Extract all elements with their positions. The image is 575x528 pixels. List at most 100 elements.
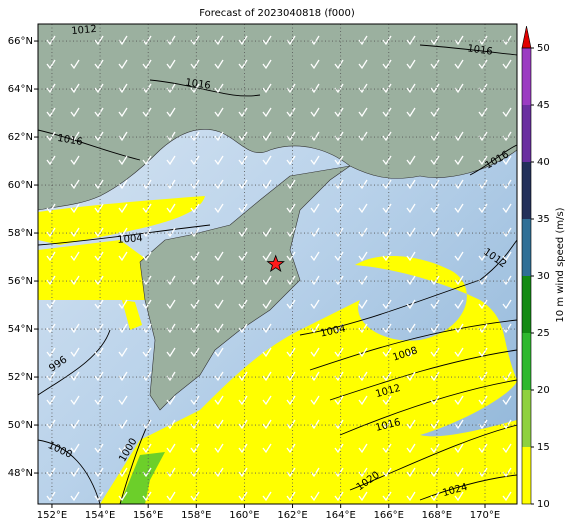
colorbar-segment (522, 48, 531, 105)
wind-barb (46, 323, 56, 334)
wind-barb (70, 395, 80, 406)
wind-barb (286, 131, 296, 142)
colorbar-tick-label: 50 (537, 43, 550, 54)
wind-barb (142, 299, 152, 310)
wind-barb (262, 155, 272, 166)
wind-barb (190, 59, 200, 70)
wind-barb (382, 395, 392, 406)
colorbar-segment (522, 447, 531, 504)
wind-region (38, 196, 205, 330)
wind-barb (70, 419, 80, 430)
wind-barb (94, 131, 104, 142)
isobar (329, 349, 517, 401)
wind-barb (382, 467, 392, 478)
wind-barb (406, 227, 416, 238)
wind-barb (70, 203, 80, 214)
wind-barb (166, 203, 176, 214)
wind-barb (166, 395, 176, 406)
colorbar-segment (522, 219, 531, 276)
wind-barb (430, 179, 440, 190)
wind-barb (262, 179, 272, 190)
wind-barb (430, 323, 440, 334)
wind-barb (430, 203, 440, 214)
wind-barb (382, 35, 392, 46)
lon-tick-label: 154°E (85, 510, 115, 521)
wind-barb (238, 131, 248, 142)
lat-tick-label: 54°N (8, 324, 33, 335)
wind-barb (118, 371, 128, 382)
colorbar-segment (522, 390, 531, 447)
wind-barb (118, 35, 128, 46)
wind-barb (382, 419, 392, 430)
wind-barb (454, 179, 464, 190)
wind-barb (214, 371, 224, 382)
wind-barb (454, 83, 464, 94)
wind-barb (502, 443, 512, 454)
wind-barb (478, 443, 488, 454)
colorbar-segment (522, 105, 531, 162)
wind-barb (190, 347, 200, 358)
wind-barb (382, 131, 392, 142)
wind-barb (70, 179, 80, 190)
wind-barb (358, 251, 368, 262)
wind-barb (70, 467, 80, 478)
lat-tick-label: 52°N (8, 372, 33, 383)
wind-barb (262, 371, 272, 382)
wind-barb (406, 59, 416, 70)
wind-barb (334, 251, 344, 262)
wind-barb (70, 491, 80, 502)
wind-barb (430, 395, 440, 406)
wind-barb (70, 83, 80, 94)
wind-barb (406, 443, 416, 454)
wind-barb (238, 251, 248, 262)
wind-barb (358, 347, 368, 358)
wind-barb (118, 347, 128, 358)
wind-barb (214, 467, 224, 478)
wind-barb (94, 251, 104, 262)
wind-barb (190, 155, 200, 166)
wind-barb (238, 275, 248, 286)
wind-barb (262, 227, 272, 238)
colorbar-tick-label: 30 (537, 271, 550, 282)
title: Forecast of 2023040818 (f000) (199, 8, 355, 19)
wind-barb (406, 155, 416, 166)
wind-barb (46, 35, 56, 46)
wind-barb (238, 179, 248, 190)
wind-barb (94, 491, 104, 502)
isobar-label: 1004 (117, 233, 143, 246)
wind-barb (118, 491, 128, 502)
lat-tick-label: 58°N (8, 228, 33, 239)
wind-barb (478, 347, 488, 358)
wind-barb (118, 323, 128, 334)
wind-barb (214, 395, 224, 406)
lon-tick-label: 152°E (37, 510, 67, 521)
isobar (38, 129, 141, 161)
wind-barb (70, 347, 80, 358)
wind-barb (214, 443, 224, 454)
wind-barb (118, 419, 128, 430)
wind-barb (454, 491, 464, 502)
wind-barb (214, 131, 224, 142)
wind-barb (166, 107, 176, 118)
isobar (419, 44, 517, 56)
wind-barb (46, 203, 56, 214)
wind-barb (286, 347, 296, 358)
wind-barb (166, 299, 176, 310)
wind-barb (286, 179, 296, 190)
wind-barb (430, 59, 440, 70)
wind-barb (406, 203, 416, 214)
wind-barb (382, 155, 392, 166)
wind-barb (94, 203, 104, 214)
colorbar-tick-label: 10 (537, 499, 550, 510)
wind-barb (46, 59, 56, 70)
wind-barb (118, 83, 128, 94)
wind-barb (358, 59, 368, 70)
wind-barb (406, 83, 416, 94)
wind-barb (430, 491, 440, 502)
lat-tick-label: 48°N (8, 468, 33, 479)
wind-barb (262, 275, 272, 286)
wind-barb (286, 443, 296, 454)
wind-barb (430, 347, 440, 358)
wind-barb (286, 203, 296, 214)
